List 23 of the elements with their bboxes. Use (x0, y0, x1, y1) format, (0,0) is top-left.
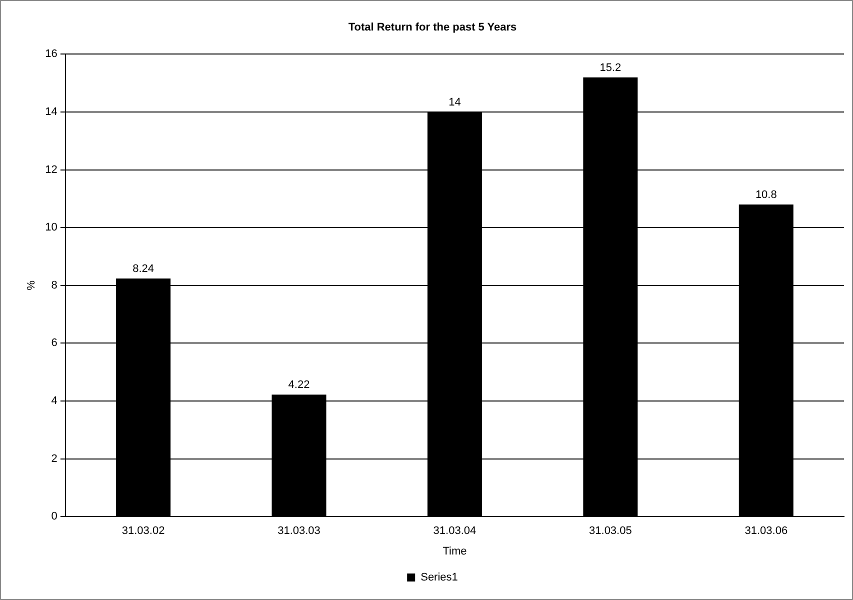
data-label: 15.2 (600, 62, 622, 74)
data-label: 10.8 (755, 189, 777, 202)
y-axis-title: % (26, 280, 38, 290)
y-tick-label: 12 (45, 164, 58, 176)
y-tick-label: 6 (51, 337, 58, 350)
y-tick-label: 2 (51, 452, 58, 465)
y-tick-label: 4 (51, 395, 58, 408)
data-label: 8.24 (132, 262, 154, 275)
x-axis-title: Time (442, 545, 467, 558)
y-tick-label: 14 (45, 106, 58, 118)
legend-label: Series1 (420, 572, 458, 584)
x-tick-label: 31.03.02 (122, 525, 165, 538)
data-label: 14 (448, 96, 461, 109)
chart-title: Total Return for the past 5 Years (348, 22, 517, 34)
y-tick-label: 8 (51, 279, 58, 292)
y-tick-label: 16 (45, 48, 58, 60)
y-tick-label: 0 (51, 510, 58, 523)
x-tick-label: 31.03.04 (433, 525, 476, 538)
y-tick-label: 10 (45, 222, 58, 234)
x-tick-label: 31.03.05 (589, 525, 632, 538)
data-label: 4.22 (288, 379, 310, 392)
x-tick-label: 31.03.03 (278, 525, 320, 538)
x-tick-label: 31.03.06 (744, 525, 788, 538)
